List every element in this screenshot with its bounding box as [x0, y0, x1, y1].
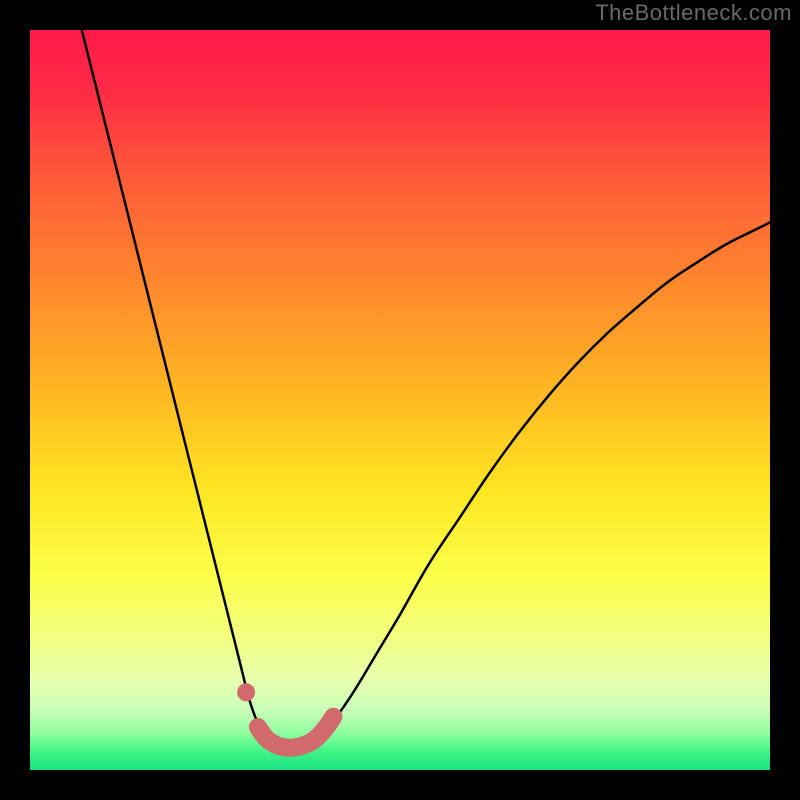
plot-area	[30, 30, 770, 770]
chart-container: TheBottleneck.com	[0, 0, 800, 800]
watermark-text: TheBottleneck.com	[595, 0, 792, 26]
gradient-background	[30, 30, 770, 770]
trough-marker-dot	[237, 683, 255, 701]
chart-svg	[30, 30, 770, 770]
